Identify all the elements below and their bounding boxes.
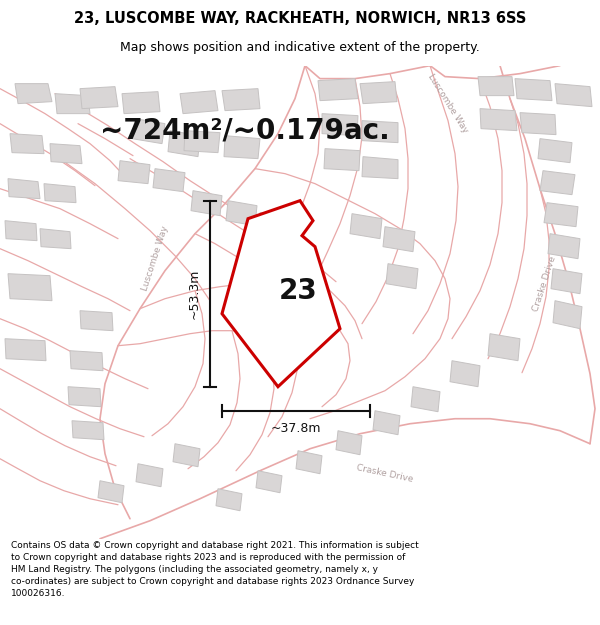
Polygon shape <box>553 301 582 329</box>
Text: Contains OS data © Crown copyright and database right 2021. This information is : Contains OS data © Crown copyright and d… <box>11 541 419 598</box>
Polygon shape <box>540 171 575 194</box>
Polygon shape <box>318 79 358 101</box>
Polygon shape <box>180 91 218 114</box>
Text: ~724m²/~0.179ac.: ~724m²/~0.179ac. <box>100 117 390 144</box>
Polygon shape <box>362 121 398 142</box>
Polygon shape <box>5 339 46 361</box>
Polygon shape <box>8 179 40 199</box>
Polygon shape <box>80 311 113 331</box>
Polygon shape <box>324 149 360 171</box>
Polygon shape <box>322 114 358 136</box>
Polygon shape <box>350 214 382 239</box>
Polygon shape <box>258 213 288 237</box>
Polygon shape <box>360 82 397 104</box>
Text: ~53.3m: ~53.3m <box>187 269 200 319</box>
Polygon shape <box>15 84 52 104</box>
Polygon shape <box>98 481 124 502</box>
Polygon shape <box>383 227 415 252</box>
Polygon shape <box>216 489 242 511</box>
Text: 23, LUSCOMBE WAY, RACKHEATH, NORWICH, NR13 6SS: 23, LUSCOMBE WAY, RACKHEATH, NORWICH, NR… <box>74 11 526 26</box>
Polygon shape <box>373 411 400 435</box>
Polygon shape <box>8 274 52 301</box>
Polygon shape <box>80 87 118 109</box>
Polygon shape <box>68 387 101 407</box>
Polygon shape <box>488 334 520 361</box>
Polygon shape <box>72 421 104 440</box>
Polygon shape <box>50 144 82 164</box>
Polygon shape <box>224 136 260 159</box>
Polygon shape <box>256 471 282 492</box>
Polygon shape <box>184 131 220 152</box>
Text: Craske Drive: Craske Drive <box>356 463 414 484</box>
Polygon shape <box>222 89 260 111</box>
Polygon shape <box>544 202 578 227</box>
Polygon shape <box>191 191 222 216</box>
Polygon shape <box>136 464 163 487</box>
Text: Luscombe Way: Luscombe Way <box>140 225 170 292</box>
Polygon shape <box>173 444 200 467</box>
Polygon shape <box>362 157 398 179</box>
Polygon shape <box>411 387 440 412</box>
Polygon shape <box>118 161 150 184</box>
Polygon shape <box>70 351 103 371</box>
Polygon shape <box>44 184 76 203</box>
Polygon shape <box>55 94 90 114</box>
Polygon shape <box>226 201 257 226</box>
Polygon shape <box>480 109 517 131</box>
Text: 23: 23 <box>278 277 317 304</box>
Polygon shape <box>520 112 556 134</box>
Polygon shape <box>450 361 480 387</box>
Polygon shape <box>336 431 362 455</box>
Polygon shape <box>515 79 552 101</box>
Polygon shape <box>551 269 582 294</box>
Polygon shape <box>296 451 322 474</box>
Polygon shape <box>153 169 185 192</box>
Polygon shape <box>168 131 200 157</box>
Text: ~37.8m: ~37.8m <box>271 422 321 435</box>
Text: Luscombe Way: Luscombe Way <box>426 72 470 135</box>
Polygon shape <box>10 134 44 154</box>
Text: Craske Drive: Craske Drive <box>532 255 558 312</box>
Polygon shape <box>478 77 514 96</box>
Polygon shape <box>40 229 71 249</box>
Polygon shape <box>555 84 592 107</box>
Polygon shape <box>386 264 418 289</box>
Polygon shape <box>132 119 165 144</box>
Polygon shape <box>538 139 572 162</box>
Polygon shape <box>122 92 160 114</box>
Polygon shape <box>5 221 37 241</box>
Polygon shape <box>548 234 580 259</box>
Polygon shape <box>222 201 340 387</box>
Text: Map shows position and indicative extent of the property.: Map shows position and indicative extent… <box>120 41 480 54</box>
